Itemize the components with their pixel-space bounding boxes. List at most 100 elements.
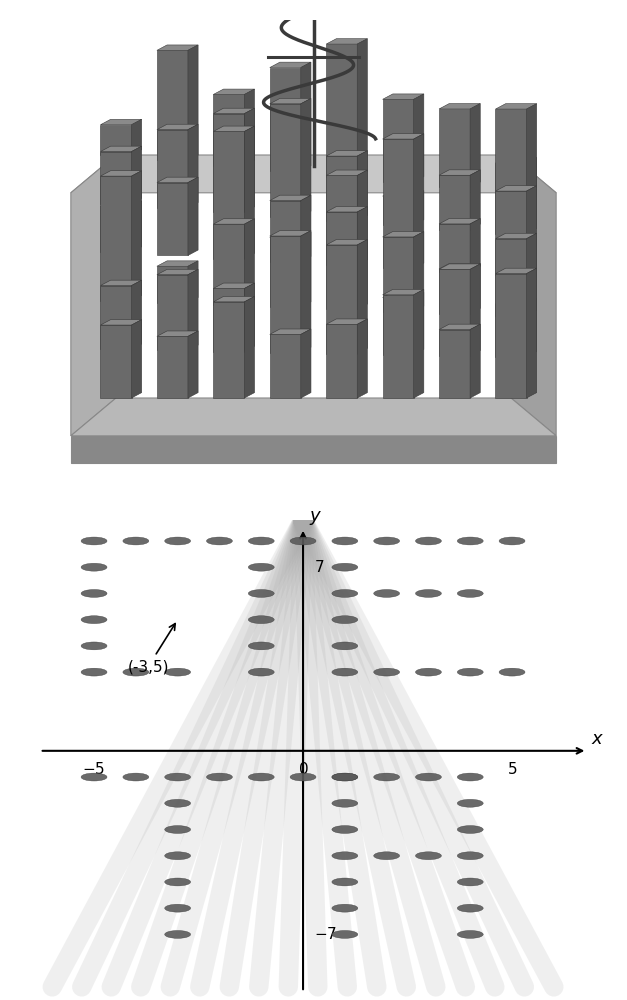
Polygon shape (439, 264, 480, 269)
Polygon shape (357, 170, 367, 265)
Ellipse shape (416, 852, 441, 860)
Ellipse shape (332, 773, 358, 781)
Text: $-7$: $-7$ (314, 926, 337, 942)
Text: $7$: $7$ (314, 559, 324, 575)
Polygon shape (270, 237, 301, 262)
Polygon shape (100, 206, 132, 252)
Ellipse shape (332, 799, 358, 807)
Polygon shape (527, 268, 537, 398)
Polygon shape (495, 304, 527, 357)
Polygon shape (439, 269, 470, 356)
Ellipse shape (81, 590, 107, 597)
Text: $-5$: $-5$ (83, 761, 105, 777)
Ellipse shape (248, 590, 274, 597)
Text: y: y (309, 507, 320, 525)
Polygon shape (439, 264, 480, 269)
Polygon shape (439, 175, 470, 230)
Ellipse shape (123, 537, 149, 545)
Ellipse shape (248, 773, 274, 781)
Polygon shape (213, 283, 255, 288)
Polygon shape (301, 232, 311, 262)
Polygon shape (382, 295, 414, 398)
Ellipse shape (499, 537, 525, 545)
Polygon shape (270, 236, 301, 353)
Ellipse shape (206, 537, 233, 545)
Polygon shape (100, 320, 142, 325)
Ellipse shape (457, 773, 483, 781)
Polygon shape (71, 155, 116, 436)
Polygon shape (382, 289, 424, 295)
Polygon shape (470, 104, 480, 187)
Polygon shape (382, 298, 414, 355)
Polygon shape (495, 158, 537, 163)
Polygon shape (495, 268, 537, 274)
Polygon shape (213, 89, 255, 94)
Polygon shape (213, 296, 255, 302)
Polygon shape (301, 329, 311, 398)
Polygon shape (188, 331, 198, 398)
Polygon shape (301, 231, 311, 353)
Ellipse shape (290, 537, 316, 545)
Polygon shape (495, 163, 527, 193)
Ellipse shape (332, 826, 358, 833)
Text: x: x (591, 730, 602, 748)
Polygon shape (495, 104, 537, 109)
Ellipse shape (123, 773, 149, 781)
Polygon shape (326, 245, 357, 354)
Polygon shape (414, 191, 424, 225)
Polygon shape (439, 330, 470, 398)
Polygon shape (527, 299, 537, 357)
Ellipse shape (248, 563, 274, 571)
Ellipse shape (374, 668, 399, 676)
Ellipse shape (165, 537, 191, 545)
Polygon shape (326, 156, 357, 221)
Polygon shape (270, 232, 311, 237)
Polygon shape (132, 280, 142, 349)
Polygon shape (414, 134, 424, 268)
Ellipse shape (332, 563, 358, 571)
Ellipse shape (457, 826, 483, 833)
Polygon shape (495, 274, 527, 398)
Polygon shape (213, 288, 245, 352)
Polygon shape (270, 104, 301, 217)
Polygon shape (470, 170, 480, 230)
Polygon shape (245, 89, 255, 166)
Polygon shape (495, 239, 527, 316)
Polygon shape (301, 62, 311, 171)
Polygon shape (439, 269, 470, 314)
Ellipse shape (165, 904, 191, 912)
Polygon shape (511, 155, 556, 436)
Ellipse shape (248, 668, 274, 676)
Polygon shape (326, 324, 357, 398)
Polygon shape (157, 269, 198, 275)
Polygon shape (414, 289, 424, 398)
Polygon shape (382, 196, 414, 225)
Ellipse shape (123, 668, 149, 676)
Ellipse shape (248, 616, 274, 624)
Polygon shape (270, 68, 301, 171)
Polygon shape (157, 183, 188, 255)
Ellipse shape (165, 799, 191, 807)
Polygon shape (188, 177, 198, 255)
Ellipse shape (457, 537, 483, 545)
Polygon shape (326, 175, 357, 265)
Polygon shape (470, 264, 480, 314)
Polygon shape (357, 207, 367, 309)
Polygon shape (382, 99, 414, 182)
Ellipse shape (332, 878, 358, 886)
Polygon shape (132, 146, 142, 204)
Polygon shape (213, 114, 245, 212)
Ellipse shape (165, 668, 191, 676)
Ellipse shape (165, 878, 191, 886)
Polygon shape (132, 171, 142, 301)
Ellipse shape (374, 773, 399, 781)
Polygon shape (439, 219, 480, 224)
Polygon shape (100, 119, 142, 125)
Polygon shape (439, 109, 470, 187)
Polygon shape (527, 104, 537, 234)
Polygon shape (270, 329, 311, 334)
Ellipse shape (457, 904, 483, 912)
Polygon shape (326, 207, 367, 212)
Ellipse shape (416, 590, 441, 597)
Polygon shape (71, 436, 556, 463)
